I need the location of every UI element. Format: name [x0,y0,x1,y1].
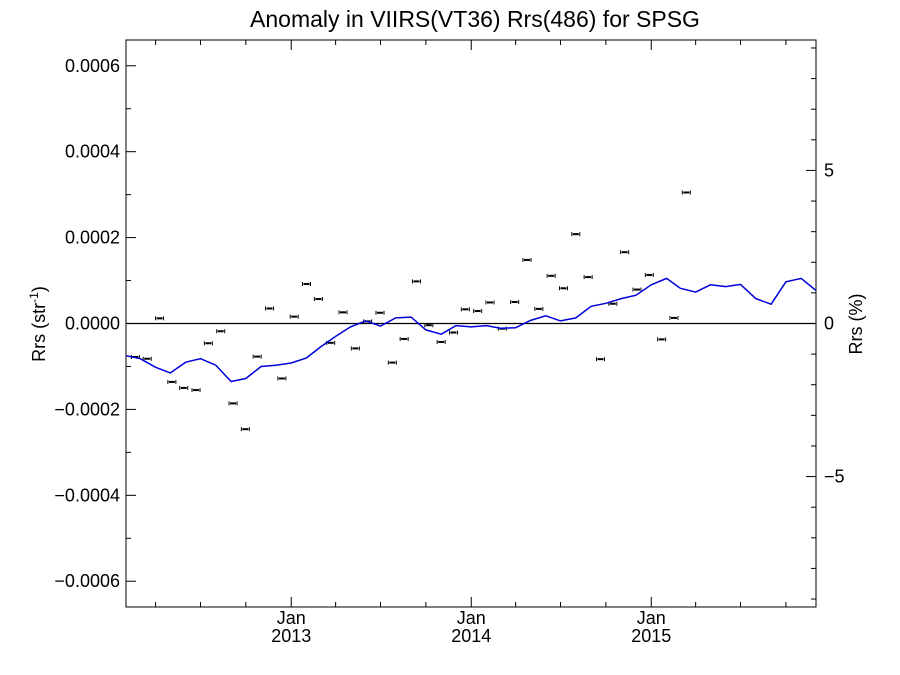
data-point [473,309,483,314]
data-point [302,281,312,286]
data-point [179,385,189,390]
data-point [191,388,201,393]
y-axis-label-close: ) [29,286,49,292]
data-point [240,427,250,432]
data-point [265,306,275,311]
y2-tick-label: 5 [824,160,834,180]
y-tick-label: 0.0000 [65,314,120,334]
data-point [595,357,605,362]
data-point [436,339,446,344]
data-point [155,316,165,321]
data-point [338,310,348,315]
right-axis: 5 0 −5 [806,47,845,600]
y-tick-label: −0.0006 [54,571,120,591]
data-point [558,286,568,291]
y2-tick-label: 0 [824,314,834,334]
data-point [203,341,213,346]
data-point [313,297,323,302]
y2-axis-label: Rrs (%) [846,294,866,355]
data-point [387,360,397,365]
chart-title: Anomaly in VIIRS(VT36) Rrs(486) for SPSG [250,6,700,32]
y-tick-label: 0.0002 [65,228,120,248]
y-axis-label-superscript: -1 [27,292,41,303]
series-layer [125,190,817,432]
y-tick-label: −0.0004 [54,485,120,505]
data-point [424,323,434,328]
data-point [546,273,556,278]
data-point [510,300,520,305]
data-point [571,232,581,237]
y-axis-label-main: Rrs (str [29,303,49,362]
y-axis-label: Rrs (str-1) [27,286,49,362]
data-point [669,315,679,320]
data-point [216,329,226,334]
data-point [522,257,532,262]
data-point [399,336,409,341]
y2-tick-label: −5 [824,467,845,487]
data-point [681,190,691,195]
data-point [657,337,667,342]
plot-area [125,39,817,608]
y-tick-label: 0.0004 [65,142,120,162]
data-point [583,275,593,280]
data-point [460,307,470,312]
data-point [142,356,152,361]
x-tick-label-year: 2015 [631,626,671,646]
data-point [620,250,630,255]
data-point [412,279,422,284]
data-point [632,287,642,292]
data-point [252,354,262,359]
data-point [289,314,299,319]
data-point [277,376,287,381]
blue-trend-line [125,277,817,383]
x-tick-label-month: Jan [637,608,666,628]
y-tick-label: 0.0006 [65,56,120,76]
data-point [228,401,238,406]
data-point [375,310,385,315]
x-tick-label-year: 2014 [451,626,491,646]
x-tick-label-month: Jan [457,608,486,628]
data-point [167,379,177,384]
x-tick-label-month: Jan [277,608,306,628]
data-point [534,306,544,311]
data-point [350,346,360,351]
data-point [644,272,654,277]
data-point [485,300,495,305]
left-axis: 0.0006 0.0004 0.0002 0.0000 −0.0002 −0.0004 −0… [54,56,136,591]
y-tick-label: −0.0002 [54,399,120,419]
x-tick-label-year: 2013 [271,626,311,646]
data-point [448,330,458,335]
